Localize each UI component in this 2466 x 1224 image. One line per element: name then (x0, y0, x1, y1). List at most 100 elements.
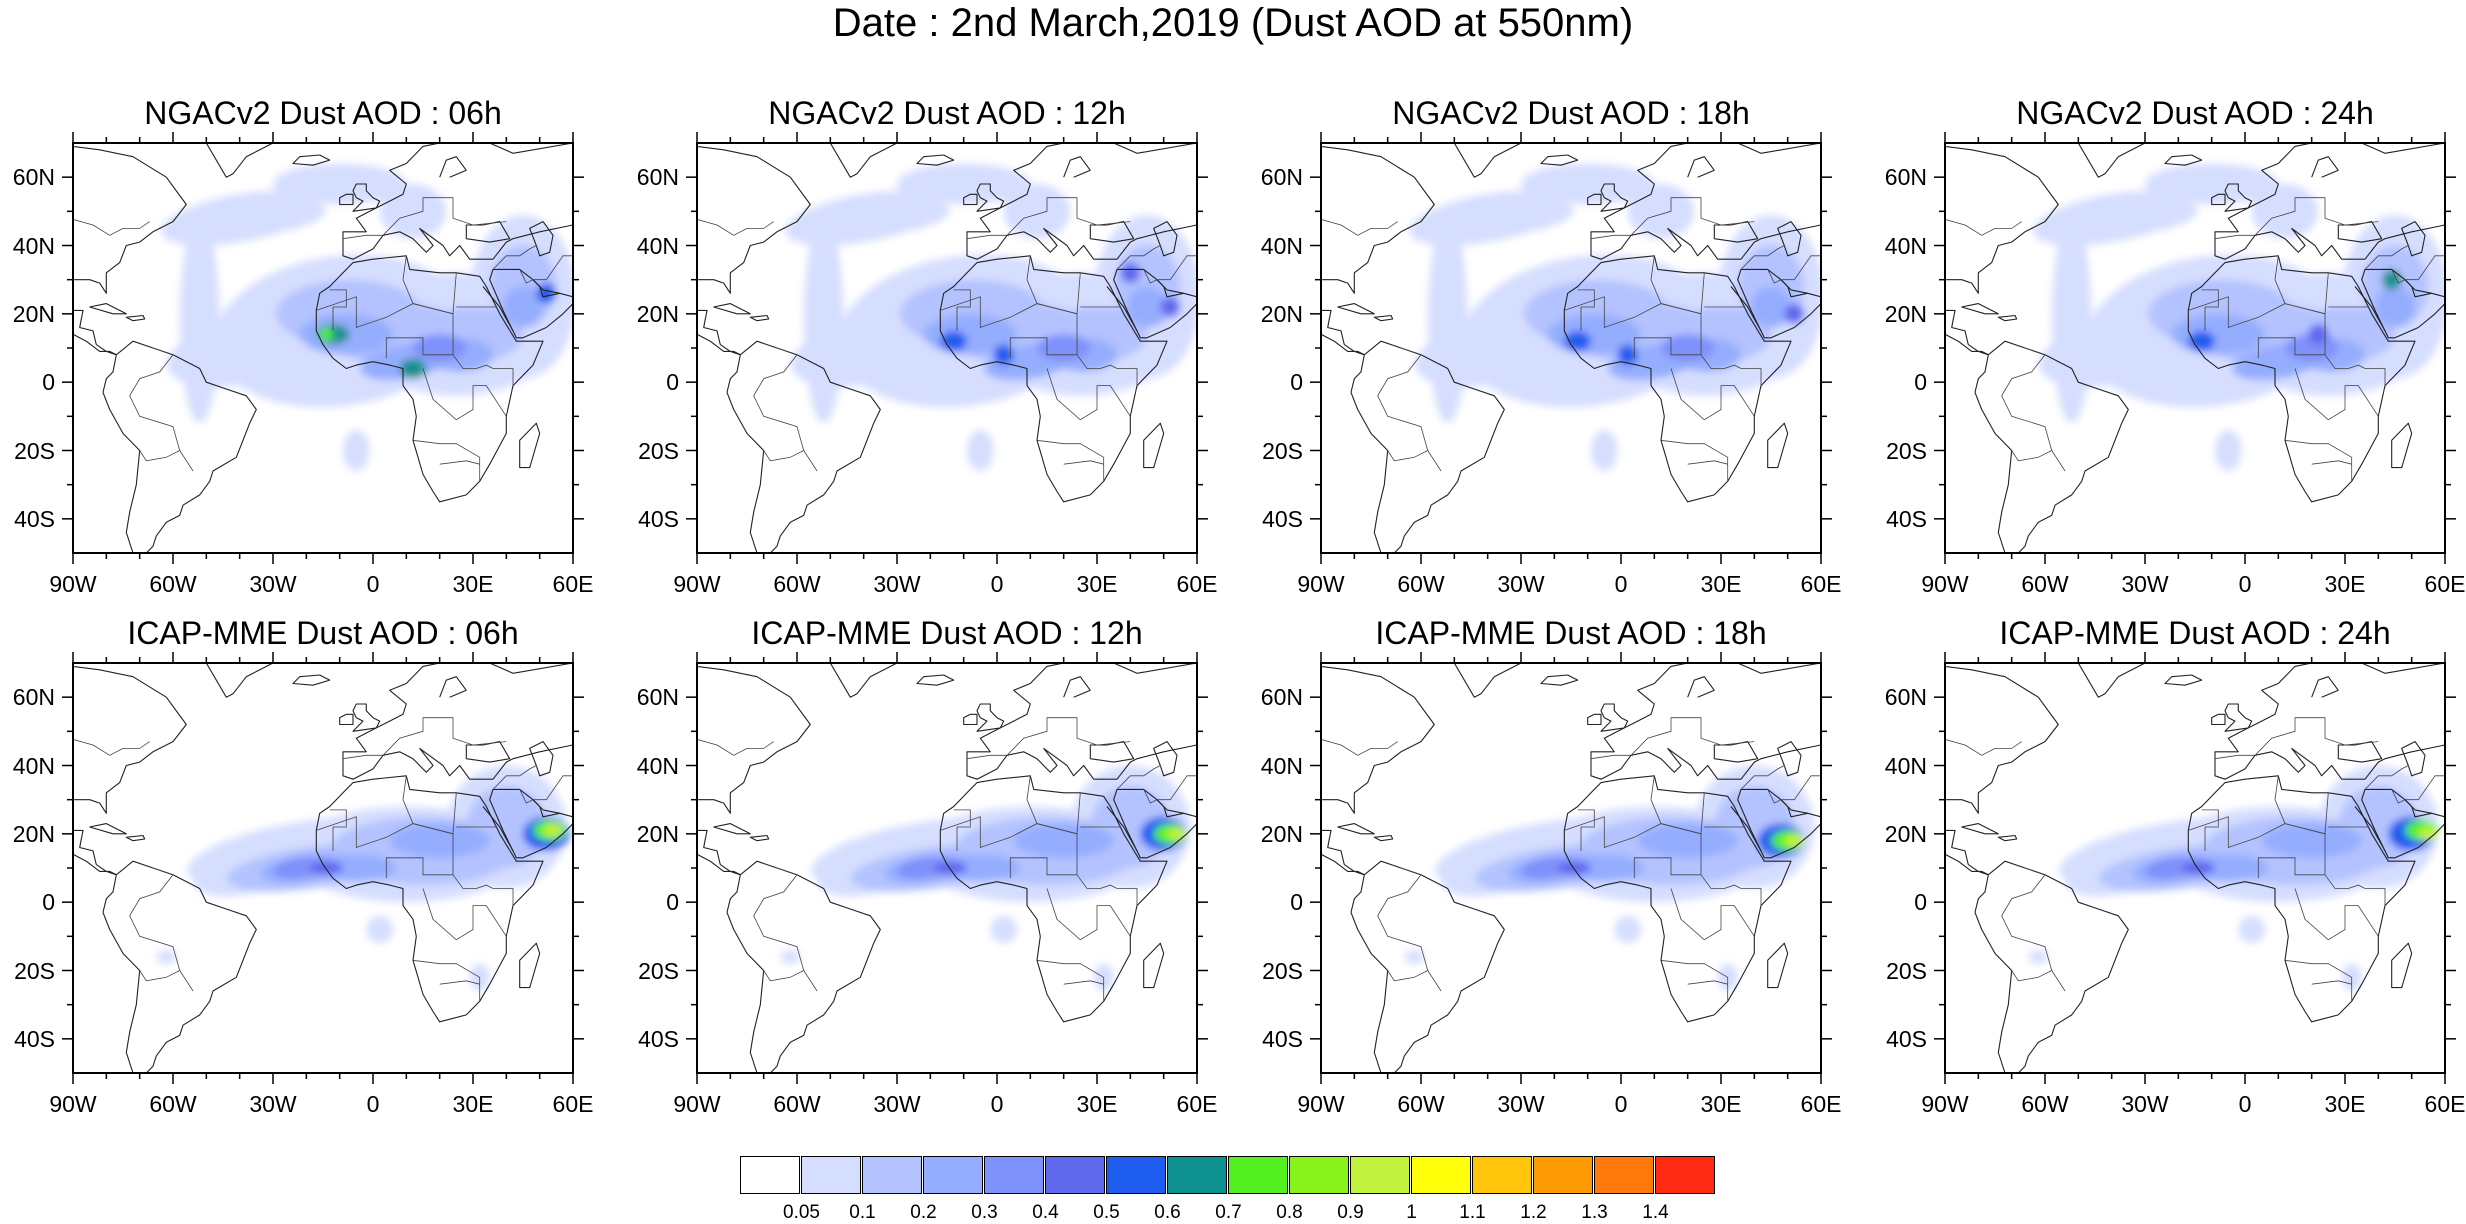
lon-tick-label: 30E (1700, 571, 1742, 597)
map-panel: NGACv2 Dust AOD : 18h 60N 40N 20N 0 20S 40S 90W… (1261, 95, 1842, 597)
aod-plume (2215, 430, 2242, 471)
aod-plume (1037, 334, 1091, 362)
coastline (2224, 183, 2253, 212)
map-panel: NGACv2 Dust AOD : 12h 60N 40N 20N 0 20S 40S 90W… (637, 95, 1218, 597)
coastline (1600, 183, 1629, 212)
coastline (1713, 221, 1759, 243)
country-border (1063, 980, 1104, 985)
lon-tick-label: 60W (773, 1091, 821, 1117)
panel-title: ICAP-MME Dust AOD : 06h (127, 615, 519, 651)
lon-tick-label: 60E (552, 1091, 594, 1117)
coastline (1337, 823, 1375, 835)
colorbar-label: 0.6 (1154, 1202, 1181, 1223)
aod-plume (1637, 823, 1738, 858)
country-border (953, 289, 971, 331)
country-border (1143, 775, 1197, 804)
aod-plume (1564, 854, 1645, 882)
aod-plume (1167, 827, 1187, 841)
coastline (1780, 799, 1808, 814)
colorbar-label: 0.8 (1276, 1202, 1303, 1223)
coastline (697, 829, 741, 876)
country-border (753, 867, 818, 992)
coastline (726, 340, 881, 553)
lon-tick-label: 0 (2238, 571, 2252, 597)
coastline (439, 156, 467, 178)
lon-tick-label: 30E (1700, 1091, 1742, 1117)
aod-plume (897, 163, 1031, 205)
lon-tick-label: 30W (249, 1091, 297, 1117)
aod-plume (2051, 218, 2092, 424)
lat-tick-label: 20N (1884, 820, 1927, 847)
lat-tick-label: 20S (1886, 957, 1927, 984)
country-border (422, 368, 507, 421)
lat-tick-label: 60N (12, 684, 55, 711)
country-border (439, 980, 480, 985)
aod-plume (940, 854, 1021, 882)
colorbar-swatch (1106, 1156, 1166, 1194)
lat-tick-label: 40S (1262, 1025, 1303, 1052)
coastline (1961, 303, 1999, 315)
coastline (2187, 255, 2416, 503)
aod-plume (1127, 286, 1167, 328)
aod-plume (1160, 296, 1181, 318)
aod-plume (993, 344, 1014, 366)
country-border (1687, 460, 1728, 465)
country-border (1387, 450, 1428, 462)
lon-tick-label: 30E (1076, 1091, 1118, 1117)
coastline (713, 823, 751, 835)
coastline (1945, 145, 2059, 294)
coastline (1587, 713, 1602, 726)
coastline (1113, 268, 1197, 339)
lat-tick-label: 20S (1262, 957, 1303, 984)
coastline (1590, 143, 1821, 260)
coastline (1997, 834, 2018, 842)
dust-aod-map (62, 652, 584, 1084)
coastline (315, 775, 544, 1023)
coastline (2164, 154, 2203, 166)
country-border (2214, 717, 2379, 760)
coastline (439, 676, 467, 698)
aod-plume (857, 202, 950, 234)
country-border (1700, 874, 1762, 906)
aod-plume (316, 854, 397, 882)
country-border (342, 197, 507, 240)
dust-aod-map (686, 652, 1208, 1084)
lon-tick-label: 30E (2324, 571, 2366, 597)
aod-plume (2238, 915, 2265, 944)
country-border (519, 255, 573, 284)
coastline (1713, 741, 1759, 763)
coastline (2404, 799, 2432, 814)
country-border (402, 775, 457, 835)
coastline (1321, 309, 1365, 356)
lat-tick-label: 0 (42, 889, 55, 916)
lat-tick-label: 20S (1886, 437, 1927, 464)
country-border (1660, 959, 1729, 1002)
coastline (916, 154, 955, 166)
coastline (2361, 788, 2445, 859)
coastline (1777, 741, 1802, 777)
lat-tick-label: 20N (12, 300, 55, 327)
country-border (139, 450, 180, 462)
coastline (2187, 775, 2416, 1023)
coastline (1420, 663, 1522, 698)
country-border (607, 793, 674, 814)
coastline (1321, 665, 1435, 814)
coastline (1961, 823, 1999, 835)
lon-tick-label: 60E (552, 571, 594, 597)
country-border (2324, 874, 2386, 906)
lon-tick-label: 60E (1176, 571, 1218, 597)
colorbar-label: 0.1 (849, 1202, 876, 1223)
coastline (1737, 788, 1821, 859)
aod-plume (319, 327, 333, 342)
coastline (1143, 422, 1165, 469)
colorbar-label: 1 (1406, 1202, 1417, 1223)
aod-plume (309, 861, 343, 875)
lon-tick-label: 0 (366, 571, 380, 597)
country-border (2274, 255, 2329, 315)
country-border (763, 970, 804, 982)
lon-tick-label: 90W (1297, 1091, 1345, 1117)
map-panel: NGACv2 Dust AOD : 24h 60N 40N 20N 0 20S 40S 90W… (1885, 95, 2466, 597)
coastline (1337, 303, 1375, 315)
country-border (0, 793, 50, 814)
country-border (342, 717, 507, 760)
